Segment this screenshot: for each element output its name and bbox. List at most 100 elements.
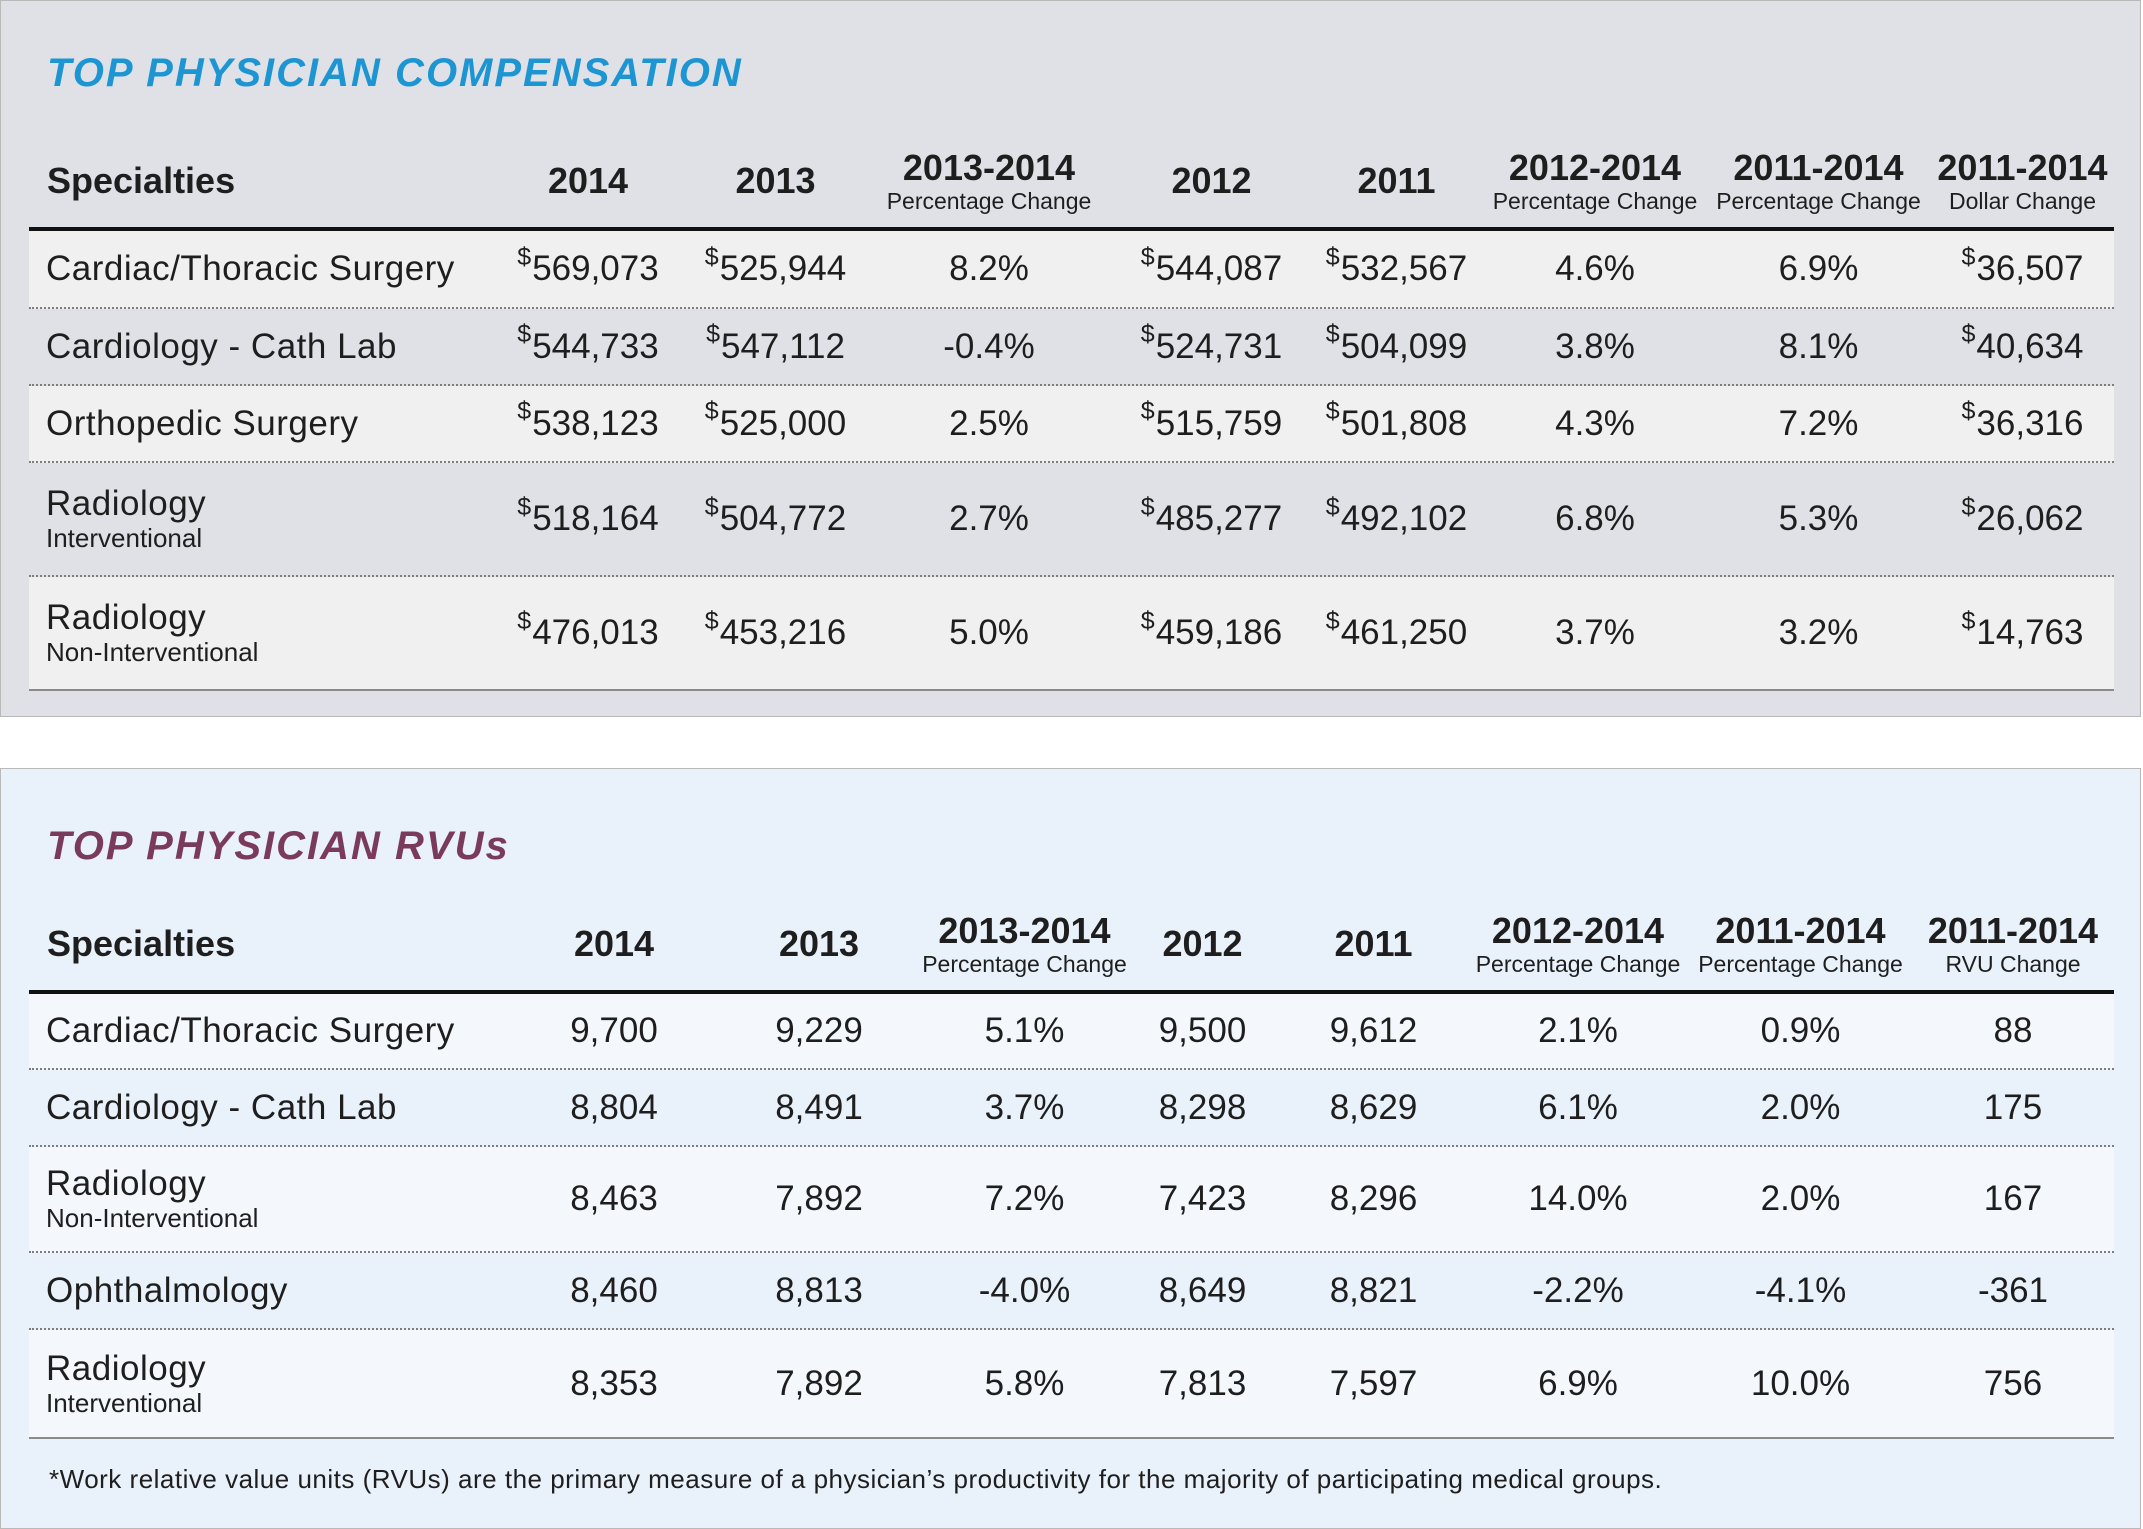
- column-header-label: 2014: [547, 159, 629, 201]
- cell-value: 515,759: [1155, 403, 1283, 443]
- column-header-label: 2012: [1171, 159, 1252, 201]
- column-header-label: 2011-2014: [1715, 909, 1886, 951]
- cell-value: 7.2%: [984, 1179, 1065, 1218]
- currency-symbol: $: [1961, 242, 1976, 271]
- value-cell: 6.9%: [1706, 231, 1931, 307]
- table-row: Cardiac/Thoracic Surgery $569,073 $525,944…: [29, 231, 2114, 309]
- table-row: Radiology Non-Interventional $476,013 $453,…: [29, 577, 2114, 691]
- table-row: Radiology Non-Interventional 8,463 7,892 7.2…: [29, 1147, 2114, 1253]
- value-cell: 167: [1912, 1147, 2114, 1251]
- column-header-label: 2011-2014: [1927, 909, 2099, 951]
- cell-value: 7,813: [1158, 1363, 1247, 1403]
- currency-symbol: $: [1325, 320, 1340, 348]
- rvu-table: Specialties 2014 2013 2013-2014 Percentage C…: [29, 897, 2114, 1439]
- value-cell: $14,763: [1931, 577, 2114, 689]
- cell-value: 8,353: [570, 1363, 658, 1403]
- column-header: Specialties: [29, 897, 532, 990]
- specialty-subtitle: Interventional: [46, 1387, 203, 1418]
- rvu-footnote: *Work relative value units (RVUs) are th…: [49, 1464, 1663, 1494]
- cell-value: 504,099: [1340, 326, 1468, 366]
- specialty-cell: Radiology Non-Interventional: [29, 1147, 531, 1251]
- cell-value: -2.2%: [1532, 1270, 1624, 1310]
- cell-value: 544,087: [1155, 249, 1283, 288]
- cell-value: 544,733: [532, 326, 659, 366]
- rvu-rows: Cardiac/Thoracic Surgery 9,700 9,229 5.1% 9,…: [29, 994, 2114, 1439]
- table-row: Cardiology - Cath Lab $544,733 $547,112 -0.…: [29, 309, 2114, 386]
- currency-symbol: $: [517, 492, 532, 521]
- cell-value: 3.2%: [1778, 613, 1859, 652]
- value-cell: 756: [1912, 1330, 2114, 1437]
- value-cell: 7.2%: [1706, 386, 1931, 461]
- rvu-panel: TOP PHYSICIAN RVUs Specialties 2014 2013 20…: [0, 768, 2141, 1529]
- cell-value: 492,102: [1340, 499, 1468, 538]
- value-cell: 8,629: [1280, 1070, 1467, 1145]
- cell-value: -4.0%: [978, 1270, 1071, 1310]
- column-header: 2012: [1114, 134, 1309, 227]
- cell-value: 476,013: [532, 613, 659, 652]
- cell-value: 36,507: [1976, 249, 2084, 288]
- value-cell: $501,808: [1309, 386, 1484, 461]
- value-cell: $492,102: [1309, 463, 1484, 575]
- specialty-name: Cardiac/Thoracic Surgery: [46, 249, 455, 288]
- currency-symbol: $: [704, 242, 719, 271]
- column-header-sublabel: Percentage Change: [886, 187, 1092, 214]
- cell-value: 5.8%: [984, 1363, 1065, 1403]
- currency-symbol: $: [1325, 492, 1340, 521]
- value-cell: 8,821: [1280, 1253, 1467, 1328]
- specialty-subtitle: Interventional: [46, 523, 203, 553]
- cell-value: 14.0%: [1528, 1179, 1628, 1218]
- column-header: 2011-2014 Dollar Change: [1931, 134, 2114, 227]
- currency-symbol: $: [1325, 606, 1340, 635]
- cell-value: 9,229: [775, 1011, 863, 1050]
- cell-value: 7,423: [1158, 1179, 1247, 1218]
- compensation-title: TOP PHYSICIAN COMPENSATION: [47, 51, 743, 95]
- cell-value: 8,463: [570, 1179, 658, 1218]
- currency-symbol: $: [704, 492, 719, 521]
- currency-symbol: $: [1961, 320, 1976, 348]
- value-cell: $518,164: [489, 463, 687, 575]
- cell-value: 8,296: [1329, 1179, 1418, 1218]
- cell-value: 453,216: [719, 613, 847, 652]
- currency-symbol: $: [1961, 606, 1976, 635]
- cell-value: 2.1%: [1538, 1011, 1618, 1050]
- specialty-name: Radiology: [46, 1164, 207, 1203]
- cell-value: 525,944: [719, 249, 847, 288]
- cell-value: 10.0%: [1750, 1363, 1851, 1403]
- cell-value: 8,821: [1329, 1270, 1418, 1310]
- table-row: Radiology Interventional 8,353 7,892 5.8% 7,8…: [29, 1330, 2114, 1439]
- cell-value: 8,298: [1158, 1087, 1247, 1127]
- value-cell: -0.4%: [864, 309, 1114, 384]
- cell-value: 485,277: [1155, 499, 1283, 538]
- rvu-header-row: Specialties 2014 2013 2013-2014 Percentage C…: [29, 897, 2114, 994]
- value-cell: $461,250: [1309, 577, 1484, 689]
- currency-symbol: $: [1140, 397, 1155, 425]
- cell-value: 88: [1993, 1011, 2033, 1050]
- cell-value: 26,062: [1976, 499, 2084, 538]
- value-cell: 8,353: [514, 1330, 714, 1437]
- compensation-table: Specialties 2014 2013 2013-2014 Percentage C…: [29, 134, 2114, 691]
- compensation-header-row: Specialties 2014 2013 2013-2014 Percentage C…: [29, 134, 2114, 231]
- value-cell: $569,073: [489, 231, 687, 307]
- value-cell: $36,316: [1931, 386, 2114, 461]
- column-header-sublabel: Percentage Change: [922, 950, 1127, 977]
- value-cell: -4.1%: [1689, 1253, 1912, 1328]
- specialty-cell: Cardiac/Thoracic Surgery: [29, 994, 531, 1068]
- cell-value: 6.1%: [1538, 1087, 1618, 1127]
- cell-value: 569,073: [532, 249, 659, 288]
- cell-value: 6.9%: [1538, 1363, 1618, 1403]
- column-header: 2011-2014 RVU Change: [1912, 897, 2114, 990]
- table-row: Cardiology - Cath Lab 8,804 8,491 3.7% 8,298…: [29, 1070, 2114, 1147]
- value-cell: 9,500: [1125, 994, 1280, 1068]
- value-cell: 6.9%: [1467, 1330, 1689, 1437]
- value-cell: 7,423: [1125, 1147, 1280, 1251]
- cell-value: 7.2%: [1778, 403, 1859, 443]
- currency-symbol: $: [1140, 320, 1155, 348]
- table-row: Radiology Interventional $518,164 $504,772 2…: [29, 463, 2114, 577]
- cell-value: 461,250: [1340, 613, 1468, 652]
- value-cell: 6.1%: [1467, 1070, 1689, 1145]
- value-cell: 6.8%: [1484, 463, 1706, 575]
- specialty-subtitle: Non-Interventional: [46, 1203, 259, 1233]
- value-cell: 2.0%: [1689, 1070, 1912, 1145]
- column-header-sublabel: Dollar Change: [1948, 187, 2097, 214]
- value-cell: 8,804: [514, 1070, 714, 1145]
